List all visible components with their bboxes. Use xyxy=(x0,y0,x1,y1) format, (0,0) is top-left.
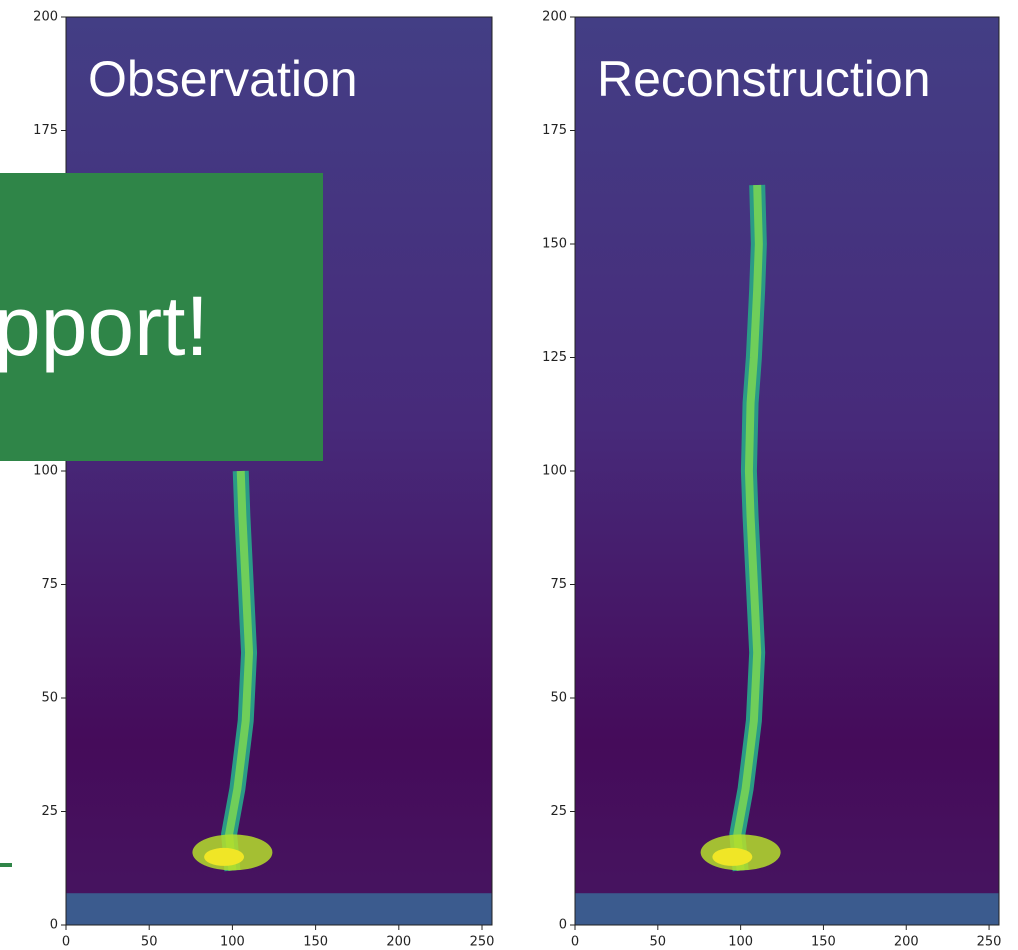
x-tick-label: 50 xyxy=(650,935,667,950)
x-tick-label: 100 xyxy=(728,935,753,950)
y-tick-label: 100 xyxy=(33,464,58,479)
x-tick-label: 200 xyxy=(386,935,411,950)
y-tick-label: 200 xyxy=(542,10,567,25)
heatmap-bottom-band xyxy=(66,893,492,925)
y-tick-label: 175 xyxy=(33,123,58,138)
y-tick-label: 125 xyxy=(542,350,567,365)
y-tick-label: 100 xyxy=(542,464,567,479)
y-tick-label: 0 xyxy=(50,918,58,933)
x-tick-label: 250 xyxy=(470,935,495,950)
y-tick-label: 200 xyxy=(33,10,58,25)
y-tick-label: 25 xyxy=(550,804,567,819)
x-tick-label: 250 xyxy=(977,935,1002,950)
x-tick-label: 150 xyxy=(811,935,836,950)
heatmap-blob-core xyxy=(712,847,753,866)
x-tick-label: 0 xyxy=(62,935,70,950)
heatmap-trace xyxy=(225,470,254,871)
overlay-box xyxy=(0,173,323,461)
heatmap-trace xyxy=(733,184,763,871)
x-tick-label: 50 xyxy=(141,935,158,950)
y-tick-label: 50 xyxy=(550,691,567,706)
y-tick-label: 75 xyxy=(550,577,567,592)
heatmap-background xyxy=(575,17,999,925)
plots: Observation05010015020025002550751001251… xyxy=(33,10,1001,950)
overlay-text: pport! xyxy=(0,279,209,373)
y-tick-label: 150 xyxy=(542,237,567,252)
x-tick-label: 200 xyxy=(894,935,919,950)
x-tick-label: 150 xyxy=(303,935,328,950)
x-tick-label: 0 xyxy=(571,935,579,950)
plot-title: Reconstruction xyxy=(597,51,931,107)
y-tick-label: 50 xyxy=(41,691,58,706)
heatmap-bottom-band xyxy=(575,893,999,925)
y-tick-label: 25 xyxy=(41,804,58,819)
y-tick-label: 175 xyxy=(542,123,567,138)
y-tick-label: 0 xyxy=(559,918,567,933)
y-tick-label: 75 xyxy=(41,577,58,592)
accent-line xyxy=(0,863,12,867)
plot-title: Observation xyxy=(88,51,358,107)
heatmap-blob-core xyxy=(204,847,245,866)
x-tick-label: 100 xyxy=(220,935,245,950)
heatmap-background xyxy=(66,17,492,925)
